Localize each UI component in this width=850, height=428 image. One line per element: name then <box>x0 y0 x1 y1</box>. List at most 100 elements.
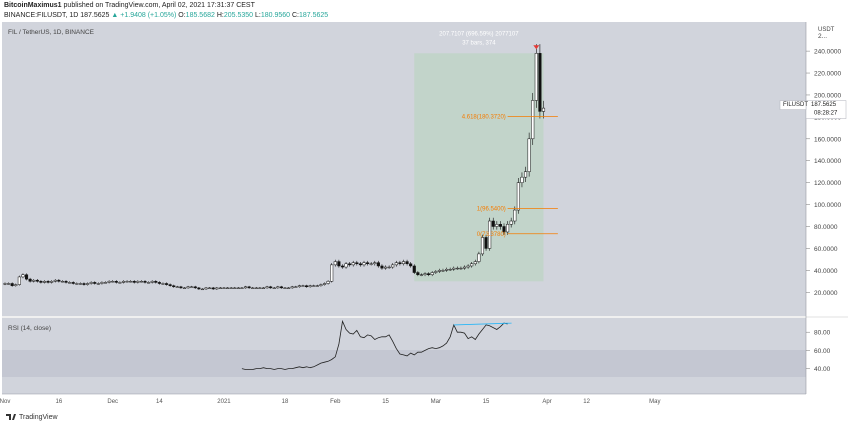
open-label: O: <box>178 12 186 19</box>
candle-up <box>333 261 337 266</box>
measure-text-1: 207.7107 (696.59%) 2077107 <box>439 31 519 37</box>
candles <box>3 44 546 291</box>
candle-up <box>516 182 520 211</box>
candle-down <box>179 286 183 289</box>
candle-up <box>258 287 262 289</box>
rsi-pane: 40.00 60.00 80.00 <box>241 319 831 373</box>
time-tick-label: 15 <box>483 399 490 405</box>
candle-down <box>305 285 309 288</box>
candle-up <box>369 263 373 265</box>
candle-up <box>488 220 492 249</box>
candle-up <box>524 171 528 178</box>
price-change: ▲ +1.9408 (+1.05%) <box>111 12 177 19</box>
candle-down <box>491 220 495 227</box>
time-tick-label: 15 <box>382 399 389 405</box>
publish-line: BitcoinMaximus1 published on TradingView… <box>4 2 255 9</box>
price-tick-label: 40.0000 <box>814 268 838 275</box>
candle-up <box>7 283 11 285</box>
candle-up <box>121 281 126 283</box>
candle-down <box>405 261 409 265</box>
candle-down <box>154 281 158 283</box>
fib-label: 0(73.3780) <box>477 232 506 238</box>
candle-up <box>139 281 143 283</box>
candle-up <box>236 287 240 289</box>
last-price-name: FILUSDT <box>783 102 808 108</box>
price-tick-label: 80.0000 <box>814 224 838 231</box>
candle-up <box>351 262 355 266</box>
candle-down <box>193 286 197 289</box>
high-label: H: <box>216 12 224 19</box>
candle-up <box>297 285 301 288</box>
candle-down <box>172 285 176 288</box>
candle-down <box>412 265 416 273</box>
chart-svg[interactable]: FIL / TetherUS, 1D, BINANCE USDT 2... RS… <box>0 22 850 408</box>
chart-background <box>2 22 806 394</box>
candle-up <box>391 264 395 268</box>
fib-levels: 4.618(180.3720) 1(96.5400) 0(73.3780) <box>462 114 558 238</box>
candle-up <box>254 287 258 289</box>
candle-down <box>398 262 402 265</box>
candle-up <box>294 286 298 288</box>
tradingview-logo[interactable]: TradingView <box>6 413 58 421</box>
candle-up <box>441 270 445 272</box>
candle-down <box>64 281 68 283</box>
last-price: 187.5625 <box>80 12 110 19</box>
author-name[interactable]: BitcoinMaximus1 <box>4 2 62 9</box>
candle-down <box>416 272 420 275</box>
down-arrow-icon <box>533 45 540 50</box>
close-value: 187.5625 <box>298 12 329 19</box>
candle-down <box>340 265 345 268</box>
candle-down <box>165 283 169 285</box>
time-tick-label: 14 <box>156 399 163 405</box>
candle-down <box>132 281 136 283</box>
candle-up <box>312 285 316 287</box>
candle-up <box>161 283 165 285</box>
candle-down <box>39 281 43 283</box>
price-tick-label: 20.0000 <box>814 290 838 297</box>
candle-down <box>348 263 352 266</box>
candle-up <box>200 288 204 291</box>
candle-down <box>538 53 542 112</box>
candle-up <box>319 284 323 286</box>
candle-up <box>218 287 222 289</box>
candle-down <box>355 262 359 265</box>
fib-label: 1(96.5400) <box>477 206 506 212</box>
candle-up <box>53 279 57 282</box>
candle-up <box>344 263 348 268</box>
candle-down <box>71 282 75 284</box>
candle-up <box>17 276 21 285</box>
candle-up <box>315 285 319 287</box>
candle-up <box>448 269 452 271</box>
candle-up <box>283 287 287 289</box>
candle-up <box>459 267 463 270</box>
candle-up <box>103 282 108 284</box>
candle-up <box>470 263 474 267</box>
candle-up <box>182 287 187 289</box>
chart-title: FIL / TetherUS, 1D, BINANCE <box>8 29 95 36</box>
candle-up <box>42 281 47 283</box>
candle-up <box>466 265 470 268</box>
candle-up <box>495 224 499 227</box>
candle-up <box>419 274 423 276</box>
currency-label: USDT <box>818 27 835 33</box>
candle-down <box>197 287 201 290</box>
candle-down <box>143 281 147 283</box>
candle-up <box>136 281 140 283</box>
candle-up <box>60 281 64 283</box>
candle-up <box>434 271 438 273</box>
candle-up <box>96 283 100 285</box>
measure-rect <box>414 53 544 282</box>
rsi-line <box>241 319 508 370</box>
brand-name: TradingView <box>19 413 58 421</box>
candle-up <box>423 273 427 275</box>
rsi-tick-label: 40.00 <box>814 366 831 373</box>
candle-up <box>226 287 230 289</box>
candle-up <box>541 107 546 112</box>
candle-down <box>484 237 488 249</box>
price-tick-label: 120.0000 <box>814 180 841 187</box>
rsi-tick-label: 80.00 <box>814 330 831 337</box>
price-tick-label: 240.0000 <box>814 49 841 56</box>
candle-up <box>86 283 90 285</box>
candle-up <box>531 100 535 140</box>
open-value: 185.5682 <box>185 12 215 19</box>
